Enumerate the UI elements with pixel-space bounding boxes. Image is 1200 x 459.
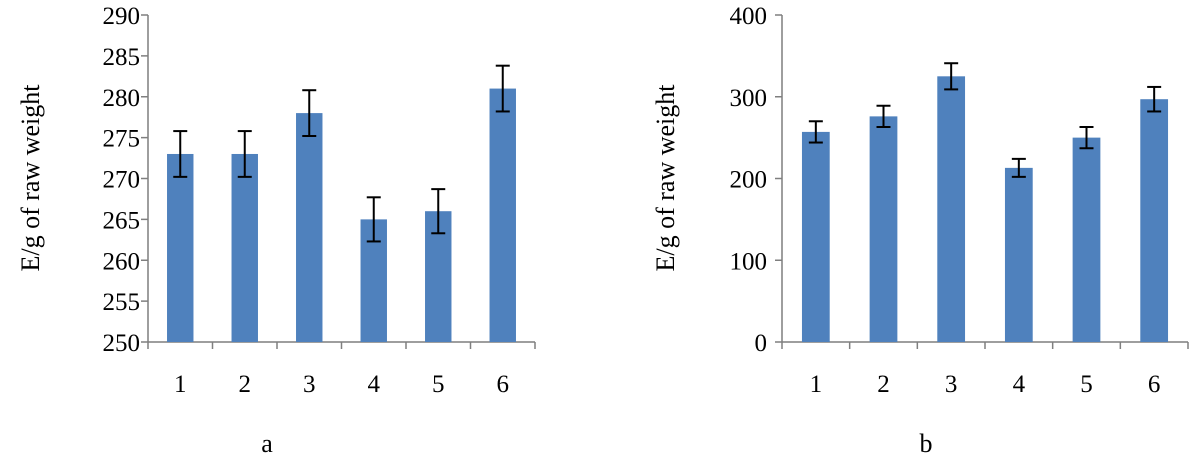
- y-tick-label: 285: [103, 44, 141, 71]
- x-tick-label: 6: [1148, 371, 1161, 398]
- y-tick-label: 280: [103, 85, 141, 112]
- y-axis-title: E/g of raw weight: [16, 84, 45, 272]
- y-tick-label: 265: [103, 207, 141, 234]
- bar: [296, 113, 323, 342]
- x-tick-label: 4: [368, 371, 381, 398]
- y-tick-label: 0: [755, 330, 768, 357]
- y-tick-label: 300: [730, 85, 768, 112]
- x-tick-label: 2: [877, 371, 890, 398]
- bar: [801, 131, 830, 342]
- y-tick-label: 100: [730, 248, 768, 275]
- x-tick-label: 2: [239, 371, 252, 398]
- bar: [231, 153, 258, 342]
- y-tick-label: 270: [103, 167, 141, 194]
- chart-panel-a: 250 255 260 265 270 275 280 285 290 1 2 3 4 5 6 E/g of …: [16, 3, 536, 458]
- y-tick-label: 255: [103, 289, 141, 316]
- y-axis-title: E/g of raw weight: [651, 84, 680, 272]
- x-tick-label: 5: [1080, 371, 1093, 398]
- x-tick-label: 6: [497, 371, 510, 398]
- x-tick-label: 4: [1013, 371, 1026, 398]
- bar: [1140, 99, 1169, 342]
- bar: [1072, 137, 1101, 342]
- y-tick-label: 260: [103, 248, 141, 275]
- bar: [869, 116, 898, 343]
- x-tick-label: 5: [432, 371, 445, 398]
- y-tick-label: 200: [730, 167, 768, 194]
- bar: [489, 88, 516, 342]
- y-tick-label: 400: [730, 3, 768, 30]
- y-tick-label: 250: [103, 330, 141, 357]
- x-tick-label: 1: [174, 371, 187, 398]
- x-tick-label: 1: [810, 371, 823, 398]
- bar: [167, 153, 194, 342]
- bar: [1004, 167, 1033, 342]
- panel-label: a: [261, 429, 273, 458]
- y-tick-label: 275: [103, 126, 141, 153]
- x-tick-label: 3: [945, 371, 958, 398]
- bar: [937, 76, 966, 342]
- x-tick-label: 3: [303, 371, 316, 398]
- y-tick-label: 290: [103, 3, 141, 30]
- chart-panel-b: 0 100 200 300 400 1 2 3 4 5 6 E/g of raw weight b: [651, 3, 1189, 458]
- panel-label: b: [920, 429, 933, 458]
